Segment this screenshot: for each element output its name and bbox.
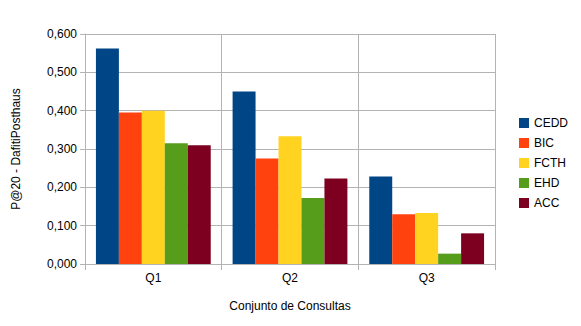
svg-text:EHD: EHD: [534, 176, 560, 190]
svg-text:Q3: Q3: [419, 271, 435, 285]
svg-text:0,300: 0,300: [47, 142, 77, 156]
svg-text:ACC: ACC: [534, 196, 560, 210]
svg-text:0,400: 0,400: [47, 104, 77, 118]
svg-text:CEDD: CEDD: [534, 116, 568, 130]
svg-text:0,100: 0,100: [47, 219, 77, 233]
svg-text:FCTH: FCTH: [534, 156, 566, 170]
svg-text:0,500: 0,500: [47, 65, 77, 79]
svg-text:0,000: 0,000: [47, 257, 77, 271]
svg-text:P@20 - DafitiPosthaus: P@20 - DafitiPosthaus: [9, 88, 23, 210]
svg-text:Q1: Q1: [145, 271, 161, 285]
svg-text:Q2: Q2: [282, 271, 298, 285]
svg-text:0,600: 0,600: [47, 27, 77, 41]
svg-text:Conjunto de Consultas: Conjunto de Consultas: [229, 299, 350, 313]
svg-text:0,200: 0,200: [47, 180, 77, 194]
svg-text:BIC: BIC: [534, 136, 554, 150]
